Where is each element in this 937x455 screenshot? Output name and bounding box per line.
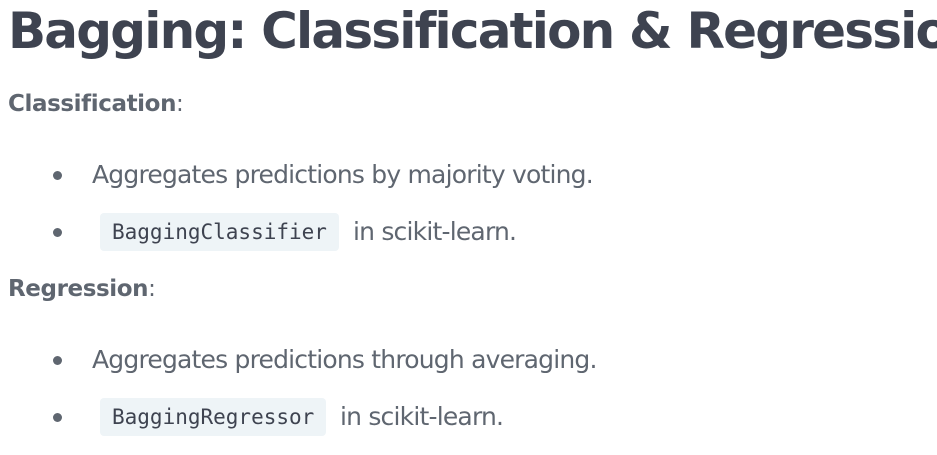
bullet-text: in scikit-learn. xyxy=(353,217,517,246)
section-heading-colon: : xyxy=(176,91,184,117)
bullet-dot-icon xyxy=(53,413,62,422)
slide-title: Bagging: Classification & Regression xyxy=(8,2,937,60)
bullet-dot-icon xyxy=(53,171,62,180)
code-snippet-bagging-classifier: BaggingClassifier xyxy=(100,213,339,251)
section-heading-label: Regression xyxy=(8,276,149,302)
bullet-dot-icon xyxy=(53,228,62,237)
bullet-text: Aggregates predictions by majority votin… xyxy=(92,160,594,189)
code-snippet-bagging-regressor: BaggingRegressor xyxy=(100,398,327,436)
section-heading-label: Classification xyxy=(8,91,177,117)
bullet-text: in scikit-learn. xyxy=(340,402,504,431)
section-heading-colon: : xyxy=(148,276,156,302)
bullet-dot-icon xyxy=(53,356,62,365)
section-heading-classification: Classification: xyxy=(8,89,184,119)
section-heading-regression: Regression: xyxy=(8,274,156,304)
bullet-text: Aggregates predictions through averaging… xyxy=(92,345,597,374)
